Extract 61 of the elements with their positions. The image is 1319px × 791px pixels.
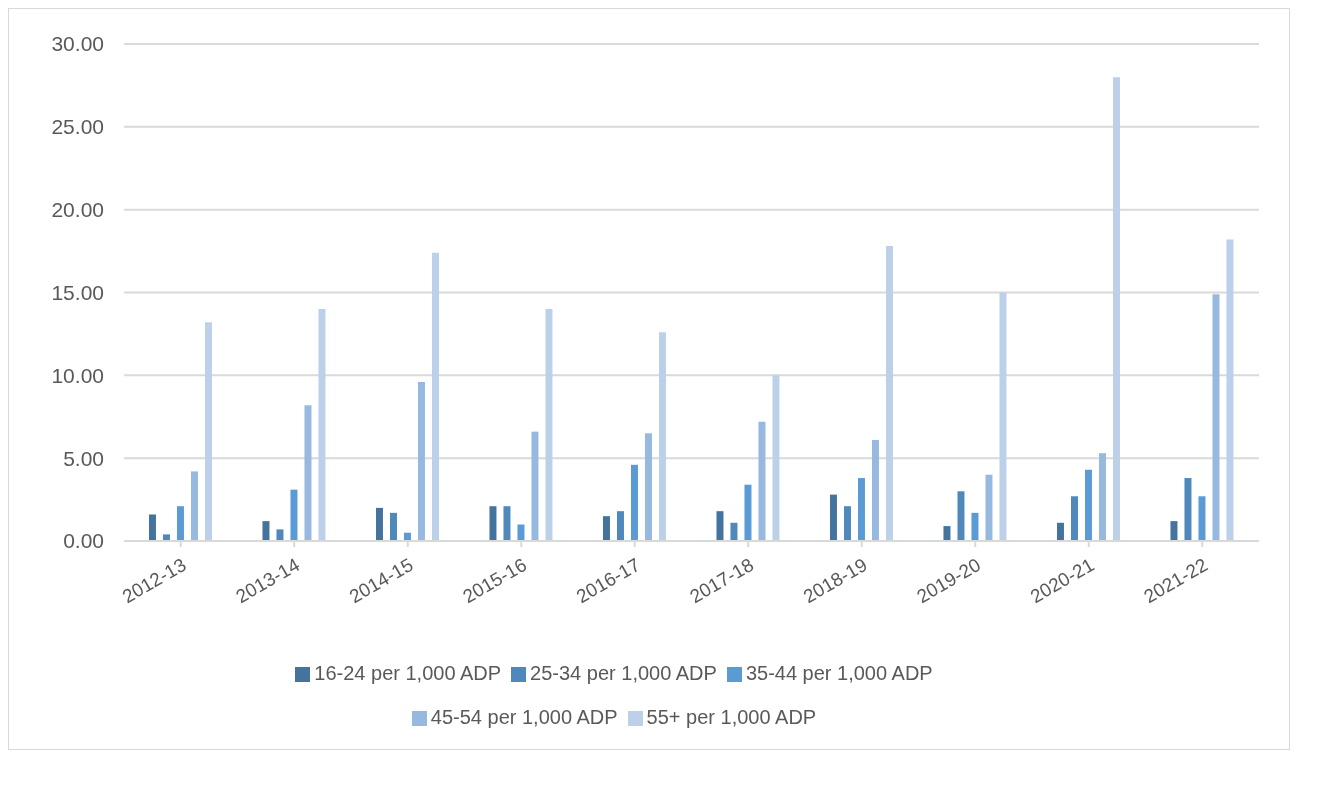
bar: [658, 332, 666, 541]
bar: [389, 512, 397, 541]
bar: [318, 309, 326, 541]
bar: [943, 526, 951, 541]
bar: [503, 506, 511, 541]
y-tick-label: 25.00: [51, 115, 104, 139]
bar: [885, 246, 893, 541]
legend-label: 45-54 per 1,000 ADP: [430, 706, 618, 728]
bar: [971, 512, 979, 541]
bar: [999, 292, 1007, 541]
bar: [304, 405, 312, 541]
bar: [843, 506, 851, 541]
legend-label: 16-24 per 1,000 ADP: [314, 662, 502, 684]
bar: [517, 524, 525, 541]
bar: [1198, 496, 1206, 541]
bar: [162, 534, 170, 541]
bar: [1056, 522, 1064, 541]
bar: [1112, 77, 1120, 541]
bar: [857, 478, 865, 541]
y-tick-label: 20.00: [51, 198, 104, 222]
bar: [148, 514, 156, 541]
bar: [276, 529, 284, 541]
bar: [489, 506, 497, 541]
bar: [1084, 469, 1092, 541]
y-tick-label: 10.00: [51, 363, 104, 387]
bar: [829, 494, 837, 541]
bar: [744, 484, 752, 541]
bar: [262, 521, 270, 541]
bar: [772, 375, 780, 541]
bar: [730, 522, 738, 541]
bar: [1070, 496, 1078, 541]
bar: [1170, 521, 1178, 541]
y-tick-label: 0.00: [63, 529, 104, 553]
bar: [630, 464, 638, 541]
legend-label: 55+ per 1,000 ADP: [646, 706, 817, 728]
bar: [616, 511, 624, 541]
bar: [204, 322, 212, 541]
y-tick-label: 15.00: [51, 280, 104, 304]
bar: [431, 252, 439, 541]
bar: [1212, 294, 1220, 541]
legend-label: 25-34 per 1,000 ADP: [530, 662, 717, 684]
bar: [716, 511, 724, 541]
bar: [1098, 453, 1106, 541]
bar: [957, 491, 965, 541]
bar: [985, 474, 993, 541]
bar: [871, 439, 879, 541]
bar: [290, 489, 298, 541]
bar: [531, 431, 539, 541]
bar: [545, 309, 553, 541]
bar: [1226, 239, 1234, 541]
bar: [644, 433, 652, 541]
bar: [417, 381, 425, 541]
legend-label: 35-44 per 1,000 ADP: [745, 662, 933, 684]
bar: [176, 506, 184, 541]
bar: [758, 421, 766, 541]
y-tick-label: 5.00: [63, 446, 104, 470]
bar: [375, 507, 383, 541]
bar: [602, 516, 610, 541]
y-tick-label: 30.00: [51, 32, 104, 56]
bar: [1184, 478, 1192, 541]
bar: [190, 471, 198, 541]
